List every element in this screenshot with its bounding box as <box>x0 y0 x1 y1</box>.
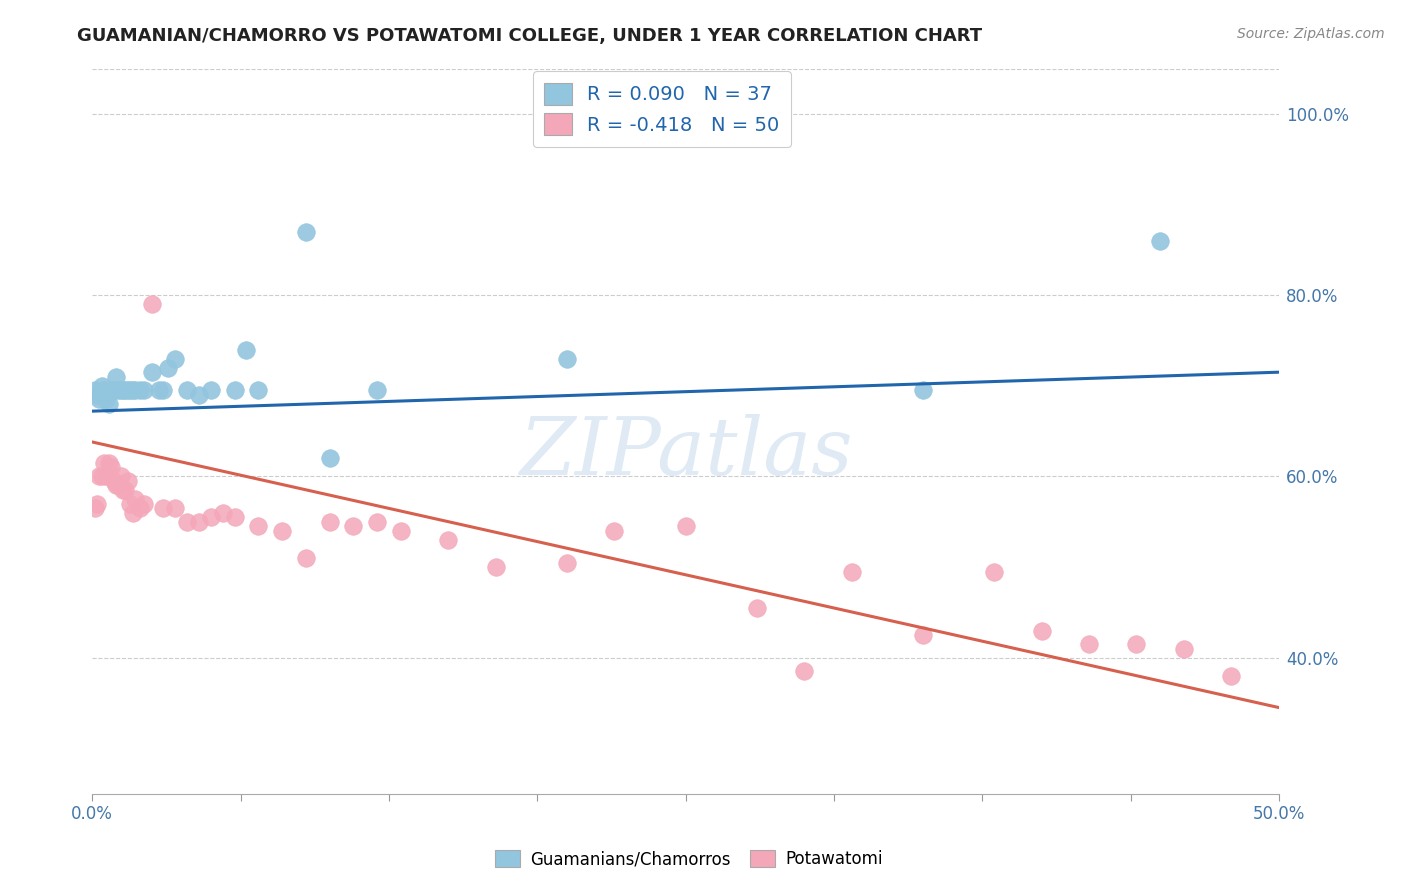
Point <box>675 519 697 533</box>
Point <box>224 384 246 398</box>
Point <box>247 519 270 533</box>
Point <box>120 497 142 511</box>
Point <box>1078 637 1101 651</box>
Point <box>141 297 163 311</box>
Point <box>124 492 146 507</box>
Point <box>103 474 125 488</box>
Point <box>200 384 222 398</box>
Point <box>128 501 150 516</box>
Point <box>83 501 105 516</box>
Point <box>165 501 187 516</box>
Point <box>224 510 246 524</box>
Point <box>1031 624 1053 638</box>
Point <box>235 343 257 357</box>
Point <box>555 351 578 366</box>
Point <box>294 225 316 239</box>
Point <box>152 501 174 516</box>
Point <box>555 556 578 570</box>
Point <box>83 384 105 398</box>
Point <box>157 360 180 375</box>
Point <box>437 533 460 547</box>
Text: GUAMANIAN/CHAMORRO VS POTAWATOMI COLLEGE, UNDER 1 YEAR CORRELATION CHART: GUAMANIAN/CHAMORRO VS POTAWATOMI COLLEGE… <box>77 27 983 45</box>
Point <box>389 524 412 538</box>
Point <box>114 384 136 398</box>
Point <box>112 483 135 497</box>
Point <box>366 515 388 529</box>
Point <box>89 392 111 407</box>
Point <box>114 483 136 497</box>
Point <box>134 384 156 398</box>
Legend: Guamanians/Chamorros, Potawatomi: Guamanians/Chamorros, Potawatomi <box>488 843 890 875</box>
Text: Source: ZipAtlas.com: Source: ZipAtlas.com <box>1237 27 1385 41</box>
Point <box>294 551 316 566</box>
Point <box>128 384 150 398</box>
Point <box>841 565 863 579</box>
Point <box>176 515 198 529</box>
Point <box>318 451 340 466</box>
Point <box>110 469 132 483</box>
Point <box>200 510 222 524</box>
Point <box>124 384 146 398</box>
Point <box>96 392 118 407</box>
Point <box>120 384 142 398</box>
Point <box>117 474 139 488</box>
Point <box>112 384 135 398</box>
Point <box>911 384 934 398</box>
Point <box>90 378 112 392</box>
Point <box>366 384 388 398</box>
Point <box>93 384 115 398</box>
Point <box>188 388 211 402</box>
Point <box>117 384 139 398</box>
Point <box>603 524 626 538</box>
Point <box>342 519 364 533</box>
Point <box>86 497 108 511</box>
Legend: R = 0.090   N = 37, R = -0.418   N = 50: R = 0.090 N = 37, R = -0.418 N = 50 <box>533 71 792 147</box>
Point <box>86 388 108 402</box>
Point <box>100 384 122 398</box>
Point <box>148 384 170 398</box>
Point <box>247 384 270 398</box>
Point <box>89 469 111 483</box>
Point <box>141 365 163 379</box>
Point <box>176 384 198 398</box>
Point <box>1125 637 1147 651</box>
Point <box>1173 641 1195 656</box>
Point <box>104 478 127 492</box>
Point <box>97 397 120 411</box>
Point <box>93 456 115 470</box>
Point <box>188 515 211 529</box>
Point <box>107 478 129 492</box>
Point <box>90 469 112 483</box>
Point <box>107 384 129 398</box>
Point <box>318 515 340 529</box>
Point <box>96 469 118 483</box>
Point <box>165 351 187 366</box>
Point <box>103 384 125 398</box>
Point <box>97 456 120 470</box>
Point <box>110 384 132 398</box>
Point <box>152 384 174 398</box>
Point <box>211 506 233 520</box>
Point <box>271 524 294 538</box>
Point <box>745 600 768 615</box>
Point <box>1220 669 1243 683</box>
Point <box>121 384 143 398</box>
Point <box>911 628 934 642</box>
Point <box>983 565 1005 579</box>
Point <box>793 665 815 679</box>
Point <box>1149 234 1171 248</box>
Point <box>100 460 122 475</box>
Point <box>121 506 143 520</box>
Point <box>485 560 508 574</box>
Point <box>104 369 127 384</box>
Point <box>134 497 156 511</box>
Text: ZIPatlas: ZIPatlas <box>519 414 852 491</box>
